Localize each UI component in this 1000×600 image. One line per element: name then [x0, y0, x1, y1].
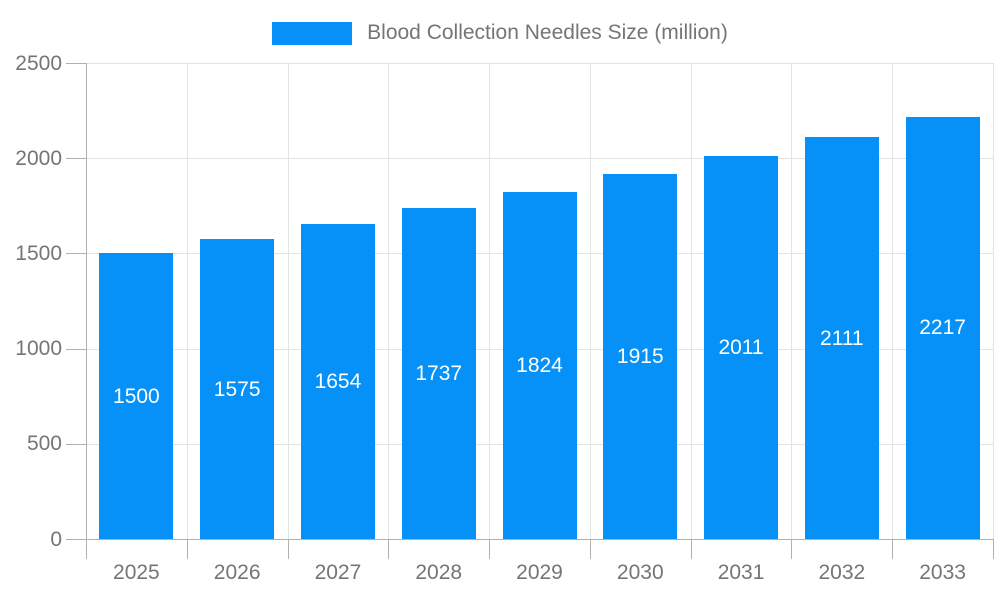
y-axis-tick: [66, 348, 86, 350]
y-axis-tick: [66, 253, 86, 255]
bar-2032[interactable]: 2111: [804, 137, 879, 539]
x-axis-tick: [186, 539, 188, 559]
bar-value-label: 1654: [314, 370, 362, 394]
x-axis-tick: [287, 539, 289, 559]
v-gridline: [993, 63, 994, 539]
h-gridline: [86, 158, 993, 160]
x-axis-tick: [993, 539, 994, 559]
bar-value-label: 1575: [213, 377, 261, 401]
x-axis-label: 2028: [415, 561, 463, 584]
y-axis-tick: [66, 158, 86, 160]
bar-2033[interactable]: 2217: [905, 116, 980, 539]
bar-2025[interactable]: 1500: [99, 253, 174, 539]
legend: Blood Collection Needles Size (million): [0, 18, 1000, 48]
x-axis-tick: [589, 539, 591, 559]
bar-2031[interactable]: 2011: [704, 156, 779, 539]
h-gridline: [86, 63, 993, 64]
bar-value-label: 2217: [919, 316, 966, 340]
y-axis-line: [86, 63, 87, 539]
y-axis-label: 2500: [15, 51, 62, 75]
x-axis-label: 2033: [919, 561, 966, 584]
y-axis-label: 2000: [15, 146, 62, 170]
bar-value-label: 2111: [820, 326, 864, 350]
x-axis-tick: [892, 539, 894, 559]
y-axis-label: 1000: [15, 337, 62, 361]
x-axis-label: 2029: [516, 561, 563, 584]
x-axis-tick: [791, 539, 793, 559]
v-gridline: [489, 63, 491, 539]
y-axis-label: 500: [26, 432, 62, 456]
x-axis-label: 2030: [616, 561, 664, 584]
x-axis-tick: [388, 539, 390, 559]
x-axis-tick: [86, 539, 87, 559]
x-axis-tick: [489, 539, 491, 559]
x-axis-label: 2032: [818, 561, 866, 584]
x-axis-tick: [690, 539, 692, 559]
x-axis-line: [86, 539, 993, 540]
y-axis-tick: [66, 63, 86, 64]
bar-2027[interactable]: 1654: [300, 224, 375, 539]
v-gridline: [186, 63, 188, 539]
v-gridline: [892, 63, 894, 539]
x-axis-label: 2027: [314, 561, 362, 584]
bar-value-label: 1500: [113, 384, 160, 408]
y-axis-label: 1500: [15, 241, 62, 265]
v-gridline: [690, 63, 692, 539]
y-axis-tick: [66, 443, 86, 445]
legend-swatch: [272, 21, 353, 45]
v-gridline: [287, 63, 289, 539]
bar-2030[interactable]: 1915: [603, 174, 678, 539]
bar-2026[interactable]: 1575: [200, 239, 275, 539]
x-axis-label: 2025: [113, 561, 160, 584]
bar-value-label: 1737: [415, 362, 463, 386]
y-axis-label: 0: [50, 527, 62, 551]
v-gridline: [589, 63, 591, 539]
x-axis-label: 2026: [213, 561, 261, 584]
bar-2028[interactable]: 1737: [401, 208, 476, 539]
y-axis-tick: [66, 539, 86, 540]
bar-2029[interactable]: 1824: [502, 191, 577, 539]
bar-value-label: 2011: [718, 336, 764, 360]
v-gridline: [791, 63, 793, 539]
bar-value-label: 1824: [516, 353, 563, 377]
legend-label: Blood Collection Needles Size (million): [367, 21, 728, 44]
v-gridline: [388, 63, 390, 539]
bar-value-label: 1915: [616, 345, 664, 369]
x-axis-label: 2031: [717, 561, 765, 584]
